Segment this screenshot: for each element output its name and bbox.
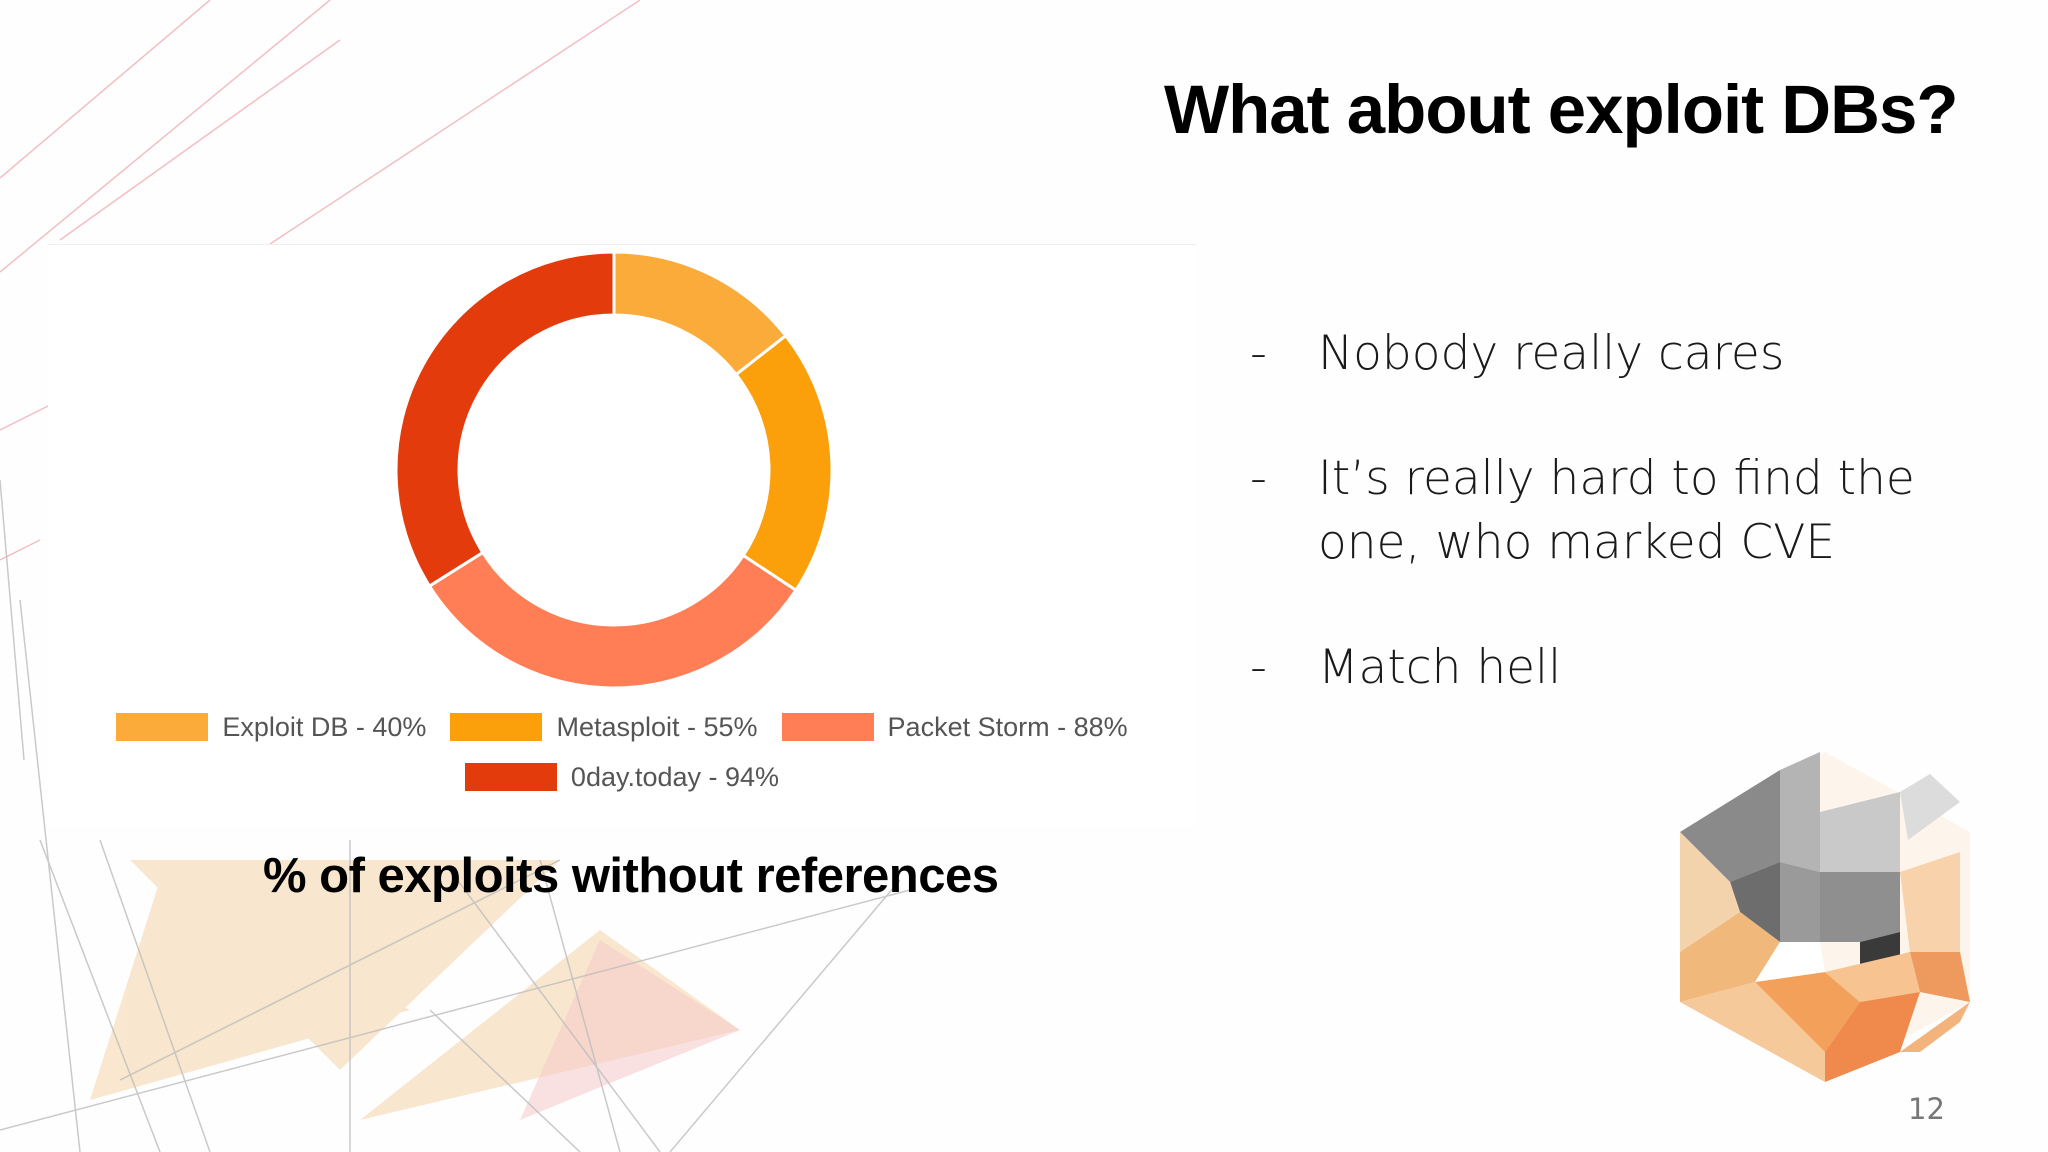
donut-slices bbox=[394, 250, 834, 690]
chart-legend: Exploit DB - 40% Metasploit - 55% Packet… bbox=[48, 712, 1196, 792]
legend-item-metasploit: Metasploit - 55% bbox=[450, 711, 758, 742]
page-number: 12 bbox=[1908, 1092, 1945, 1126]
donut-chart bbox=[394, 250, 834, 690]
donut-slice-metasploit bbox=[734, 333, 834, 593]
legend-item-packet-storm: Packet Storm - 88% bbox=[781, 711, 1128, 742]
legend-swatch-0day-today bbox=[464, 763, 557, 791]
slide-title: What about exploit DBs? bbox=[1164, 71, 1958, 148]
bullet-list: - Nobody really cares - It’s really hard… bbox=[1250, 322, 2010, 761]
legend-label: Packet Storm - 88% bbox=[887, 711, 1128, 742]
donut-slice-0day-today bbox=[394, 250, 616, 589]
bullet-marker: - bbox=[1250, 451, 1267, 506]
legend-label: 0day.today - 94% bbox=[570, 761, 780, 792]
bullet-text: Match hell bbox=[1318, 640, 1562, 695]
legend-label: Exploit DB - 40% bbox=[222, 711, 427, 742]
bullet-marker: - bbox=[1250, 640, 1267, 695]
bullet-item: - Match hell bbox=[1250, 636, 2010, 700]
legend-item-exploit-db: Exploit DB - 40% bbox=[116, 712, 426, 742]
legend-swatch-packet-storm bbox=[781, 713, 874, 741]
bullet-item: - It’s really hard to find the one, who … bbox=[1250, 447, 2010, 575]
hexagon-logo bbox=[1680, 752, 1970, 1082]
chart-panel: Exploit DB - 40% Metasploit - 55% Packet… bbox=[48, 244, 1196, 826]
legend-item-0day-today: 0day.today - 94% bbox=[464, 761, 780, 792]
bullet-marker: - bbox=[1250, 326, 1267, 381]
bullet-text: Nobody really cares bbox=[1318, 326, 1785, 381]
chart-caption: % of exploits without references bbox=[263, 849, 999, 903]
legend-swatch-exploit-db bbox=[116, 713, 209, 741]
legend-swatch-metasploit bbox=[450, 713, 543, 741]
bullet-item: - Nobody really cares bbox=[1250, 322, 2010, 386]
donut-slice-packet-storm bbox=[427, 550, 798, 690]
legend-label: Metasploit - 55% bbox=[556, 711, 758, 742]
bullet-text: It’s really hard to find the one, who ma… bbox=[1318, 451, 1915, 570]
